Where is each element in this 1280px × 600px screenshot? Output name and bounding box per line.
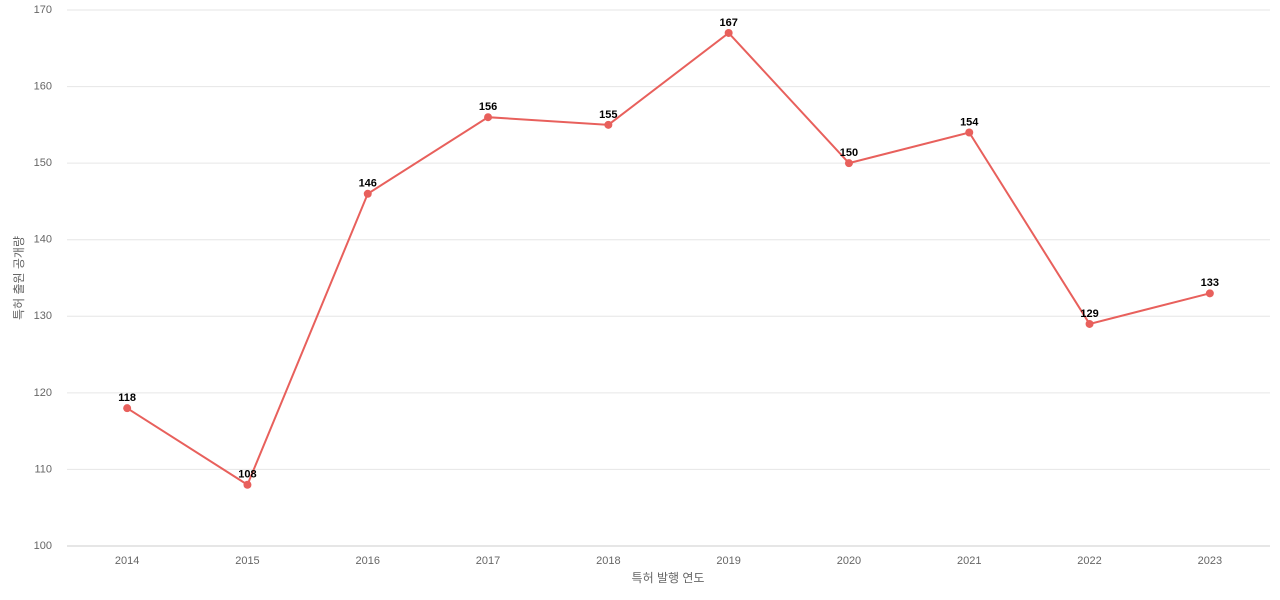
data-label: 108 (238, 469, 256, 481)
line (126, 31, 1211, 487)
y-tick-label: 100 (34, 540, 52, 552)
data-label: 156 (479, 101, 497, 113)
y-tick-label: 170 (34, 4, 52, 16)
point (243, 480, 252, 489)
x-tick-label: 2014 (115, 555, 139, 567)
data-label: 167 (719, 17, 737, 29)
point (1085, 319, 1094, 328)
x-tick-label: 2017 (476, 555, 500, 567)
point (1205, 289, 1214, 298)
x-axis-title: 특허 발행 연도 (632, 570, 705, 585)
data-label: 118 (118, 392, 136, 404)
point (123, 404, 132, 413)
data-label: 129 (1080, 308, 1098, 320)
x-tick-label: 2015 (235, 555, 259, 567)
point (363, 189, 372, 198)
point (484, 113, 493, 122)
point (844, 159, 853, 168)
y-tick-label: 120 (34, 387, 52, 399)
data-label: 154 (960, 116, 979, 128)
y-tick-label: 110 (34, 463, 52, 475)
data-label: 150 (840, 147, 858, 159)
data-label: 146 (359, 178, 377, 190)
x-tick-label: 2022 (1077, 555, 1101, 567)
x-tick-label: 2016 (356, 555, 380, 567)
data-label: 155 (599, 109, 617, 121)
x-tick-label: 2020 (837, 555, 861, 567)
y-tick-label: 130 (34, 310, 52, 322)
x-tick-label: 2023 (1198, 555, 1222, 567)
x-tick-label: 2018 (596, 555, 620, 567)
point (965, 128, 974, 137)
y-tick-label: 160 (34, 80, 52, 92)
y-tick-label: 140 (34, 234, 52, 246)
x-tick-label: 2019 (716, 555, 740, 567)
point (604, 120, 613, 129)
data-label: 133 (1201, 277, 1219, 289)
point (724, 28, 733, 37)
x-tick-label: 2021 (957, 555, 981, 567)
y-axis-title: 특허 출원 공개량 (12, 236, 26, 320)
y-tick-label: 150 (34, 157, 52, 169)
